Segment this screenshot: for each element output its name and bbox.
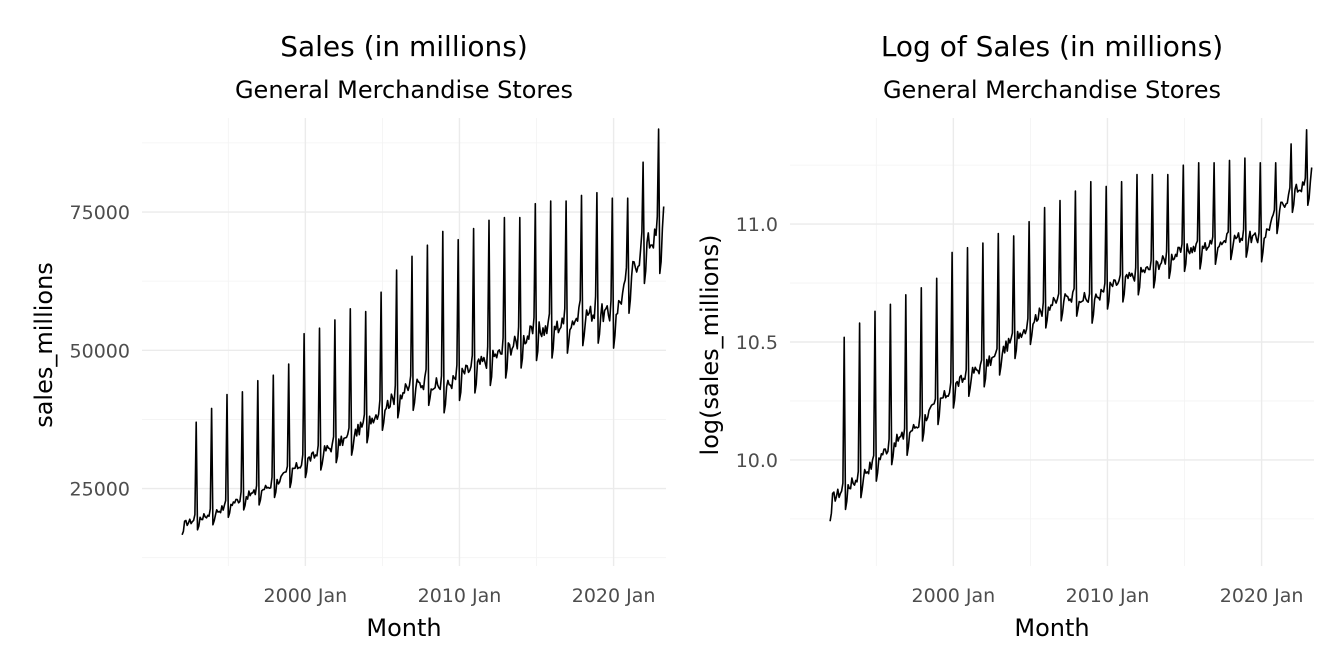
log-sales-x-axis-title: Month bbox=[1014, 614, 1089, 642]
log-sales-y-tick-label: 10.5 bbox=[736, 332, 778, 354]
log-sales-series-line bbox=[829, 129, 1313, 522]
sales-y-tick-label: 25000 bbox=[70, 479, 130, 501]
sales-y-ticks: 25000 50000 75000 bbox=[70, 202, 130, 501]
sales-series-line bbox=[181, 128, 665, 536]
log-sales-y-tick-label: 11.0 bbox=[736, 214, 778, 236]
log-sales-x-tick-label: 2010 Jan bbox=[1066, 585, 1150, 607]
sales-y-tick-label: 75000 bbox=[70, 202, 130, 224]
sales-chart-title: Sales (in millions) bbox=[280, 30, 528, 63]
sales-grid bbox=[142, 118, 666, 566]
log-sales-x-ticks: 2000 Jan 2010 Jan 2020 Jan bbox=[912, 585, 1304, 607]
sales-y-axis-title: sales_millions bbox=[30, 262, 58, 428]
log-sales-y-tick-label: 10.0 bbox=[736, 450, 778, 472]
log-sales-y-ticks: 10.0 10.5 11.0 bbox=[736, 214, 778, 472]
log-sales-grid bbox=[790, 118, 1314, 566]
sales-x-ticks: 2000 Jan 2010 Jan 2020 Jan bbox=[264, 585, 656, 607]
sales-x-axis-title: Month bbox=[366, 614, 441, 642]
sales-y-tick-label: 50000 bbox=[70, 340, 130, 362]
log-sales-panel: 10.0 10.5 11.0 2000 Jan 2010 Jan 2020 Jan Lo… bbox=[696, 30, 1314, 642]
log-sales-chart-subtitle: General Merchandise Stores bbox=[883, 76, 1221, 104]
sales-x-tick-label: 2020 Jan bbox=[572, 585, 656, 607]
log-sales-chart-title: Log of Sales (in millions) bbox=[881, 30, 1223, 63]
log-sales-x-tick-label: 2020 Jan bbox=[1220, 585, 1304, 607]
sales-x-tick-label: 2010 Jan bbox=[418, 585, 502, 607]
log-sales-x-tick-label: 2000 Jan bbox=[912, 585, 996, 607]
sales-x-tick-label: 2000 Jan bbox=[264, 585, 348, 607]
log-sales-y-axis-title: log(sales_millions) bbox=[696, 235, 724, 456]
sales-panel: 25000 50000 75000 2000 Jan 2010 Jan 2020 Jan… bbox=[30, 30, 666, 642]
sales-chart-subtitle: General Merchandise Stores bbox=[235, 76, 573, 104]
